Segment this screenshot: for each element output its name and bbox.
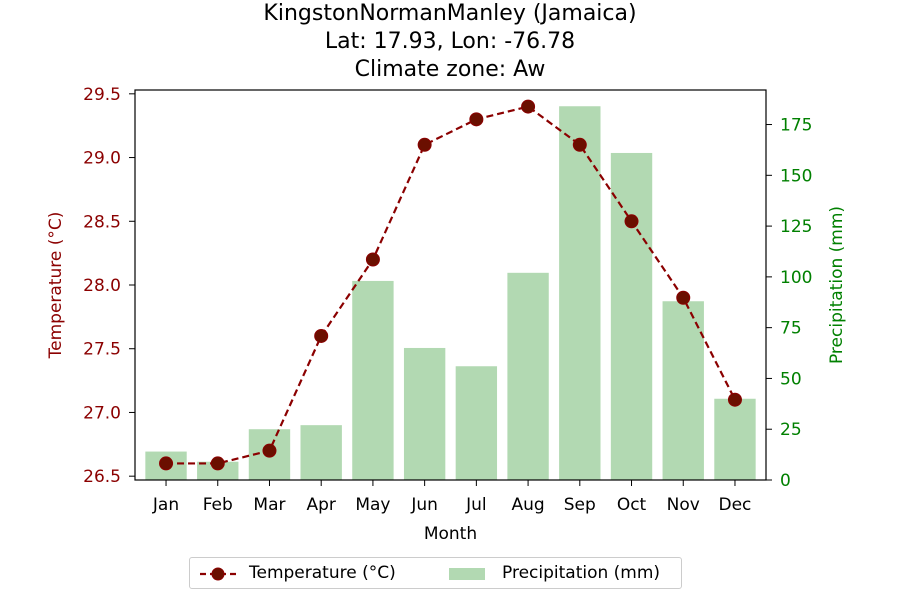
temperature-point-feb [210,456,225,471]
temperature-point-jul [469,112,484,127]
y-left-tick-label: 28.0 [83,276,121,296]
x-tick-label-jun: Jun [410,495,438,515]
x-tick-label-dec: Dec [719,495,752,515]
x-tick-label-sep: Sep [564,495,596,515]
chart-title-line-1: KingstonNormanManley (Jamaica) [263,1,637,26]
y-left-tick-label: 28.5 [83,212,121,232]
temperature-point-jan [159,456,174,471]
y-left-tick-label: 29.0 [83,149,121,169]
precip-bar-feb [197,461,239,480]
x-tick-label-feb: Feb [203,495,233,515]
x-tick-label-aug: Aug [511,495,544,515]
y-right-tick-label: 0 [780,471,791,491]
temperature-point-dec [727,392,742,407]
x-tick-label-oct: Oct [617,495,647,515]
temperature-point-nov [676,290,691,305]
legend-precipitation-swatch [449,568,485,580]
precip-bar-oct [610,152,653,480]
temperature-line [166,105,736,465]
precip-bar-dec [714,398,756,480]
y-right-tick-label: 175 [780,116,812,136]
y-right-tick-label: 75 [780,319,802,339]
temperature-point-mar [262,443,277,458]
x-tick-label-jul: Jul [465,495,487,515]
chart-title-line-3: Climate zone: Aw [354,57,546,82]
x-tick-label-jan: Jan [152,495,179,515]
temperature-point-sep [572,137,587,152]
y-right-tick-label: 50 [780,369,802,389]
chart-title-line-2: Lat: 17.93, Lon: -76.78 [324,29,576,54]
temperature-point-apr [314,328,329,343]
y-left-axis-label: Temperature (°C) [46,212,66,360]
x-axis-label: Month [424,524,477,544]
precip-bar-nov [662,301,704,480]
x-tick-label-nov: Nov [667,495,700,515]
temperature-point-jun [417,137,432,152]
temperature-point-aug [521,99,536,114]
y-right-tick-label: 125 [780,217,812,237]
x-tick-label-may: May [355,495,390,515]
precip-bar-apr [300,425,342,480]
legend-precipitation-label: Precipitation (mm) [502,563,661,583]
precip-bar-sep [559,106,601,480]
y-right-tick-label: 25 [780,420,802,440]
y-left-tick-label: 29.5 [83,85,121,105]
precip-bar-aug [507,272,549,480]
y-right-tick-label: 150 [780,166,812,186]
y-left-tick-label: 26.5 [83,467,121,487]
legend-temperature-swatch [200,567,236,581]
precip-bar-may [352,280,394,480]
y-left-tick-label: 27.0 [83,403,121,423]
temperature-point-oct [624,214,639,229]
y-right-tick-label: 100 [780,268,812,288]
chart-legend: Temperature (°C) Precipitation (mm) [189,557,682,589]
precip-bar-jun [403,347,446,480]
y-right-axis-label: Precipitation (mm) [827,206,847,364]
legend-temperature-label: Temperature (°C) [249,563,396,583]
precip-bar-jul [455,366,498,480]
x-tick-label-apr: Apr [306,495,335,515]
y-left-tick-label: 27.5 [83,340,121,360]
temperature-point-may [365,252,380,267]
x-tick-label-mar: Mar [253,495,285,515]
